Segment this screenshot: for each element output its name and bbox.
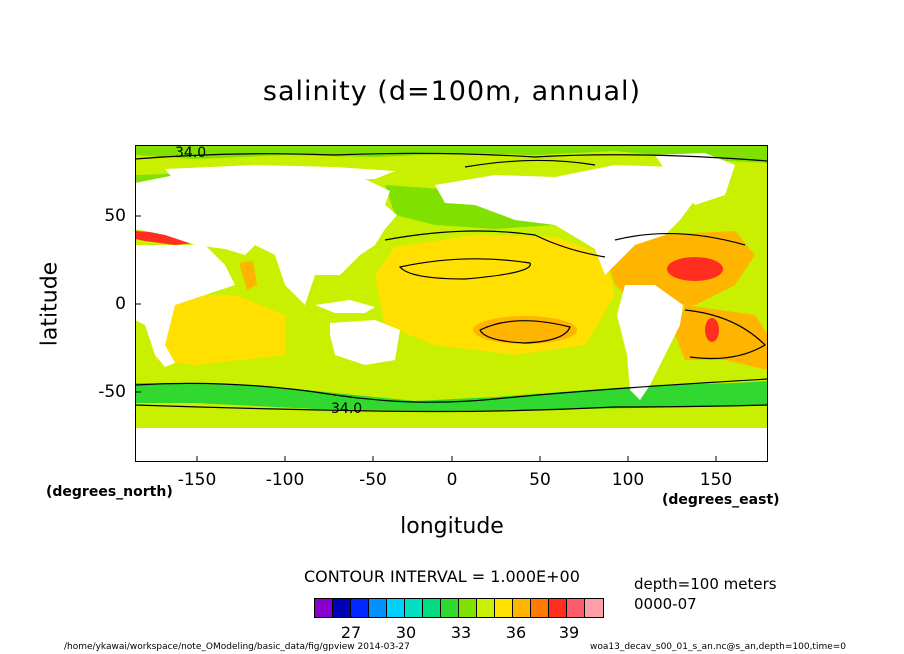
contour-label: 34.0 bbox=[331, 401, 362, 417]
mediterranean-red bbox=[135, 231, 195, 245]
colorbar-swatch bbox=[405, 599, 423, 617]
colorbar-tick-label: 30 bbox=[395, 623, 417, 642]
y-tick-label: -50 bbox=[98, 382, 126, 402]
africa-landmass bbox=[135, 245, 235, 367]
colorbar-swatch bbox=[585, 599, 603, 617]
contour-line bbox=[135, 152, 768, 162]
colorbar-swatch bbox=[567, 599, 585, 617]
colorbar-swatch bbox=[369, 599, 387, 617]
arctic-landmass bbox=[165, 165, 395, 181]
contour-line bbox=[135, 404, 768, 413]
contour-line bbox=[384, 230, 606, 258]
colorbar-swatch bbox=[387, 599, 405, 617]
colorbar-swatch bbox=[315, 599, 333, 617]
contour-interval: CONTOUR INTERVAL = 1.000E+00 bbox=[304, 567, 580, 586]
x-tick-label: -50 bbox=[359, 470, 387, 490]
maritime-continent bbox=[315, 300, 375, 313]
colorbar-swatch bbox=[531, 599, 549, 617]
colorbar-swatch bbox=[495, 599, 513, 617]
colorbar-swatch bbox=[351, 599, 369, 617]
colorbar-swatch bbox=[477, 599, 495, 617]
colorbar bbox=[314, 598, 604, 618]
colorbar-tick-label: 36 bbox=[505, 623, 527, 642]
contour-label: 34.0 bbox=[175, 145, 206, 161]
colorbar-swatch bbox=[441, 599, 459, 617]
x-tick-label: -100 bbox=[265, 470, 305, 490]
south-atlantic-red bbox=[705, 318, 719, 342]
contour-line bbox=[614, 232, 746, 246]
colorbar-tick-label: 33 bbox=[450, 623, 472, 642]
south-america-landmass bbox=[617, 285, 683, 400]
y-unit-label: (degrees_north) bbox=[46, 484, 173, 500]
footer-path: /home/ykawai/workspace/note_OModeling/ba… bbox=[64, 642, 410, 652]
y-tick-label: 0 bbox=[115, 294, 126, 314]
colorbar-swatch bbox=[423, 599, 441, 617]
x-unit-label: (degrees_east) bbox=[662, 492, 780, 508]
contour-line bbox=[479, 320, 571, 344]
colorbar-swatch bbox=[459, 599, 477, 617]
colorbar-swatch bbox=[513, 599, 531, 617]
chart-title: salinity (d=100m, annual) bbox=[262, 76, 642, 107]
contour-line bbox=[684, 309, 766, 360]
y-axis-label: latitude bbox=[37, 261, 63, 347]
arctic-low-salinity bbox=[135, 145, 768, 163]
eurasia-landmass bbox=[135, 173, 397, 305]
colorbar-tick-label: 27 bbox=[340, 623, 362, 642]
contour-line bbox=[464, 159, 596, 168]
x-tick-label: 0 bbox=[446, 470, 458, 490]
colorbar-swatch bbox=[333, 599, 351, 617]
indian-ocean-yellow bbox=[155, 295, 285, 365]
x-tick-label: 100 bbox=[611, 470, 645, 490]
x-tick-label: 50 bbox=[529, 470, 551, 490]
north-america-landmass bbox=[435, 165, 695, 275]
x-axis-label: longitude bbox=[400, 514, 504, 539]
arabian-sea-orange bbox=[239, 261, 257, 290]
southern-ocean-band bbox=[135, 381, 768, 411]
plot-area: 34.0 34.0 bbox=[135, 145, 768, 462]
australia-landmass bbox=[330, 320, 400, 365]
greenland-landmass bbox=[655, 153, 735, 205]
footer-source: woa13_decav_s00_01_s_an.nc@s_an,depth=10… bbox=[590, 642, 847, 652]
depth-info: depth=100 meters bbox=[634, 575, 777, 593]
colorbar-tick-label: 39 bbox=[558, 623, 580, 642]
y-tick-label: 50 bbox=[104, 206, 126, 226]
x-tick-label: -150 bbox=[177, 470, 217, 490]
colorbar-swatch bbox=[549, 599, 567, 617]
north-atlantic-red bbox=[667, 257, 723, 281]
contour-line bbox=[398, 258, 531, 280]
contour-line bbox=[135, 378, 768, 403]
x-tick-label: 150 bbox=[699, 470, 733, 490]
period-info: 0000-07 bbox=[634, 595, 697, 613]
